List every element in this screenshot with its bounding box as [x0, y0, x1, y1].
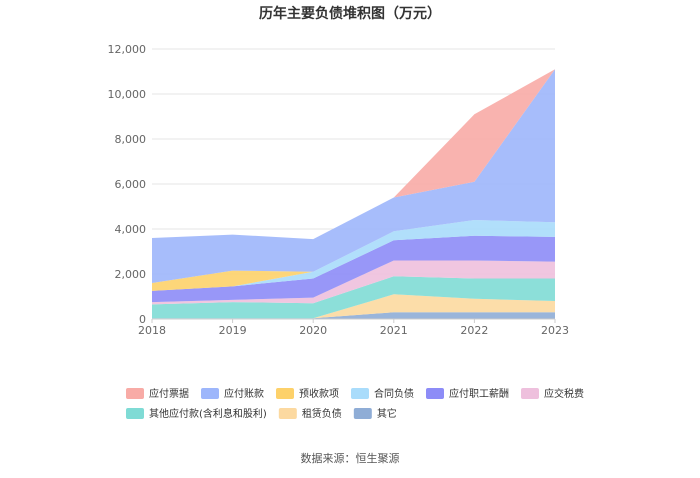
- legend-label: 应付职工薪酬: [449, 387, 509, 400]
- x-tick-label: 2021: [380, 324, 408, 337]
- x-tick-label: 2020: [299, 324, 327, 337]
- legend-swatch: [126, 388, 144, 399]
- legend-item[interactable]: 应交税费: [521, 387, 584, 400]
- legend-item[interactable]: 合同负债: [351, 387, 414, 400]
- legend-label: 其他应付款(含利息和股利): [149, 407, 267, 420]
- legend-swatch: [278, 408, 297, 419]
- area-应付账款: [152, 69, 555, 283]
- legend-item[interactable]: 其它: [353, 407, 397, 420]
- y-tick-label: 8,000: [115, 133, 147, 146]
- area-应交税费: [152, 260, 555, 305]
- y-tick-label: 6,000: [115, 178, 147, 191]
- y-tick-label: 4,000: [115, 223, 147, 236]
- legend-item[interactable]: 租赁负债: [278, 407, 342, 420]
- legend-swatch: [521, 388, 539, 399]
- area-其他应付款(含利息和股利): [152, 276, 555, 319]
- x-tick-label: 2019: [219, 324, 247, 337]
- legend-label: 其它: [377, 407, 397, 420]
- y-tick-label: 0: [139, 313, 146, 326]
- legend-swatch: [126, 408, 144, 419]
- legend-item[interactable]: 应付账款: [201, 387, 264, 400]
- legend-label: 应交税费: [544, 387, 584, 400]
- area-应付票据: [152, 69, 555, 240]
- legend-swatch: [426, 388, 444, 399]
- x-tick-label: 2018: [138, 324, 166, 337]
- legend-swatch: [351, 388, 369, 399]
- area-预收款项: [152, 220, 555, 291]
- area-应付职工薪酬: [152, 235, 555, 303]
- y-tick-label: 10,000: [108, 88, 147, 101]
- y-tick-label: 2,000: [115, 268, 147, 281]
- x-tick-label: 2023: [541, 324, 569, 337]
- legend-label: 应付票据: [149, 387, 189, 400]
- legend-item[interactable]: 预收款项: [276, 387, 339, 400]
- source-text: 数据来源：恒生聚源: [301, 451, 400, 465]
- area-其它: [152, 312, 555, 319]
- legend-item[interactable]: 其他应付款(含利息和股利): [126, 407, 267, 420]
- area-合同负债: [152, 220, 555, 291]
- legend-swatch: [201, 388, 219, 399]
- legend-item[interactable]: 应付职工薪酬: [426, 387, 509, 400]
- chart-title: 历年主要负债堆积图（万元）: [259, 5, 441, 22]
- legend-label: 预收款项: [299, 387, 339, 400]
- legend-item[interactable]: 应付票据: [126, 387, 189, 400]
- axes: 0 2,000 4,000 6,000 8,000 10,000 12,000 2018 201…: [108, 43, 570, 337]
- x-tick-label: 2022: [460, 324, 488, 337]
- legend-swatch: [353, 408, 372, 419]
- legend-label: 租赁负债: [302, 407, 342, 420]
- legend-label: 应付账款: [224, 387, 264, 400]
- y-tick-label: 12,000: [108, 43, 147, 56]
- area-series: [152, 69, 555, 319]
- legend-swatch: [276, 388, 294, 399]
- legend-label: 合同负债: [374, 387, 414, 400]
